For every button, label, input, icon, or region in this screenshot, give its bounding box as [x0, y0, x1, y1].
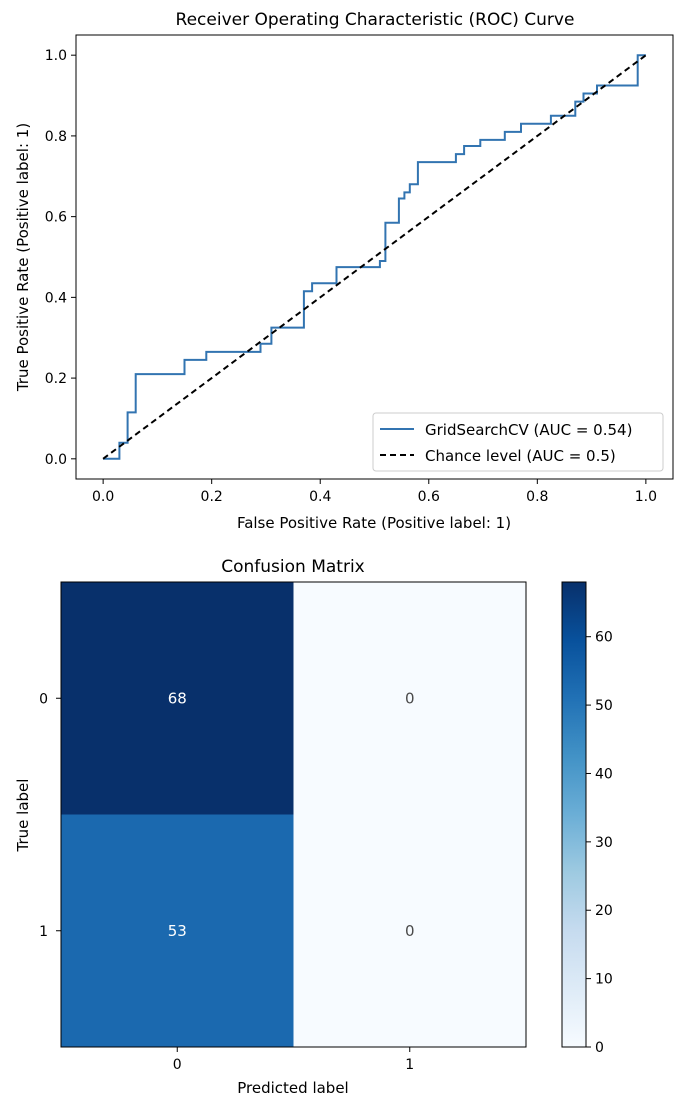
roc-x-tick-label: 0.8 [526, 489, 548, 505]
cm-cell-value: 0 [405, 922, 415, 940]
cm-cell-value: 53 [168, 922, 187, 940]
roc-y-tick-label: 0.8 [45, 129, 67, 145]
cm-y-tick-label: 0 [39, 691, 48, 707]
roc-y-tick-label: 0.4 [45, 290, 67, 306]
cm-title: Confusion Matrix [221, 557, 365, 577]
colorbar: 0 10 20 30 40 50 60 [561, 581, 613, 1056]
colorbar-tick-label: 20 [595, 903, 613, 919]
cm-x-axis-label: Predicted label [237, 1079, 348, 1097]
roc-x-ticks: 0.0 0.2 0.4 0.6 0.8 1.0 [92, 479, 657, 505]
roc-x-tick-label: 0.2 [201, 489, 223, 505]
roc-legend-box [372, 412, 664, 472]
roc-x-axis-label: False Positive Rate (Positive label: 1) [237, 514, 511, 532]
cm-cell [61, 814, 294, 1047]
cm-ticks: 0 1 0 1 [39, 691, 414, 1073]
cm-cells: 68 0 53 0 [61, 582, 526, 1047]
cm-y-axis-label: True label [14, 779, 32, 853]
roc-chart: Receiver Operating Characteristic (ROC) … [14, 10, 674, 532]
legend-label-gridsearchcv: GridSearchCV (AUC = 0.54) [425, 421, 632, 439]
colorbar-ticks: 0 10 20 30 40 50 60 [586, 630, 613, 1056]
colorbar-tick-label: 50 [595, 698, 613, 714]
cm-cell [61, 582, 294, 815]
confusion-matrix-chart: Confusion Matrix 68 053 0 0 101 Predicted l… [14, 557, 613, 1097]
roc-y-tick-label: 0.6 [45, 210, 67, 226]
colorbar-tick-label: 60 [595, 630, 613, 646]
cm-plot-frame [60, 581, 527, 1048]
colorbar-tick-label: 0 [595, 1040, 604, 1056]
cm-cell-value: 0 [405, 689, 415, 707]
colorbar-tick-label: 40 [595, 766, 613, 782]
roc-y-tick-label: 0.2 [45, 371, 67, 387]
roc-x-tick-label: 1.0 [635, 489, 657, 505]
roc-series [102, 54, 647, 460]
roc-y-ticks: 0.0 0.2 0.4 0.6 0.8 1.0 [45, 48, 76, 468]
roc-x-tick-label: 0.0 [92, 489, 114, 505]
cm-cell [293, 582, 526, 815]
legend-label-chance-level: Chance level (AUC = 0.5) [425, 447, 616, 465]
roc-legend: GridSearchCV (AUC = 0.54) Chance level (… [372, 412, 664, 472]
colorbar-gradient [561, 581, 587, 1048]
roc-title: Receiver Operating Characteristic (ROC) … [176, 10, 575, 30]
cm-cell-value: 68 [168, 689, 187, 707]
roc-plot-frame [75, 34, 674, 480]
colorbar-tick-label: 30 [595, 835, 613, 851]
cm-x-tick-label: 1 [405, 1057, 414, 1073]
cm-y-tick-label: 1 [39, 924, 48, 940]
colorbar-tick-label: 10 [595, 972, 613, 988]
roc-x-tick-label: 0.4 [309, 489, 331, 505]
roc-y-axis-label: True Positive Rate (Positive label: 1) [14, 123, 32, 392]
roc-y-tick-label: 0.0 [45, 452, 67, 468]
roc-x-tick-label: 0.6 [418, 489, 440, 505]
roc-line-chance-level [102, 54, 647, 460]
roc-curve-gridsearchcv [103, 54, 646, 460]
cm-cell [293, 814, 526, 1047]
cm-x-tick-label: 0 [173, 1057, 182, 1073]
roc-y-tick-label: 1.0 [45, 48, 67, 64]
